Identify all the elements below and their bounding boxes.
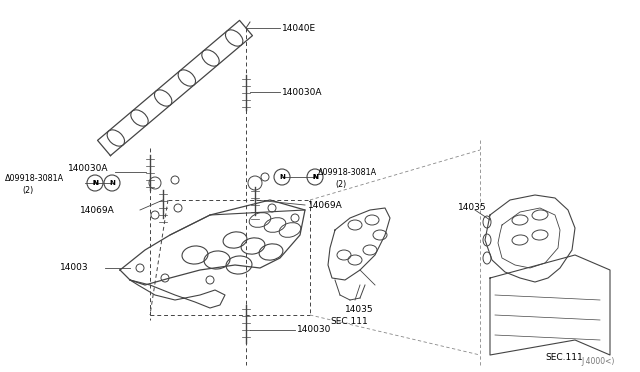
Text: N: N <box>92 180 98 186</box>
Text: 14069A: 14069A <box>80 205 115 215</box>
Text: 140030A: 140030A <box>68 164 109 173</box>
Text: 14040E: 14040E <box>282 23 316 32</box>
Text: N: N <box>109 180 115 186</box>
Text: Δ09918‑3081A: Δ09918‑3081A <box>318 167 377 176</box>
Text: J 4000<): J 4000<) <box>582 357 615 366</box>
Text: Δ09918‑3081A: Δ09918‑3081A <box>5 173 64 183</box>
Text: 140030A: 140030A <box>282 87 323 96</box>
Text: 14003: 14003 <box>60 263 88 273</box>
Text: 14035: 14035 <box>345 305 374 314</box>
Text: (2): (2) <box>335 180 346 189</box>
Text: N: N <box>92 180 98 186</box>
Text: 14069A: 14069A <box>308 201 343 209</box>
Text: 14035: 14035 <box>458 202 486 212</box>
Text: N: N <box>312 174 318 180</box>
Text: (2): (2) <box>22 186 33 195</box>
Text: 140030: 140030 <box>297 326 332 334</box>
Text: SEC.111: SEC.111 <box>545 353 583 362</box>
Text: SEC.111: SEC.111 <box>330 317 368 327</box>
Text: N: N <box>312 174 318 180</box>
Text: N: N <box>279 174 285 180</box>
